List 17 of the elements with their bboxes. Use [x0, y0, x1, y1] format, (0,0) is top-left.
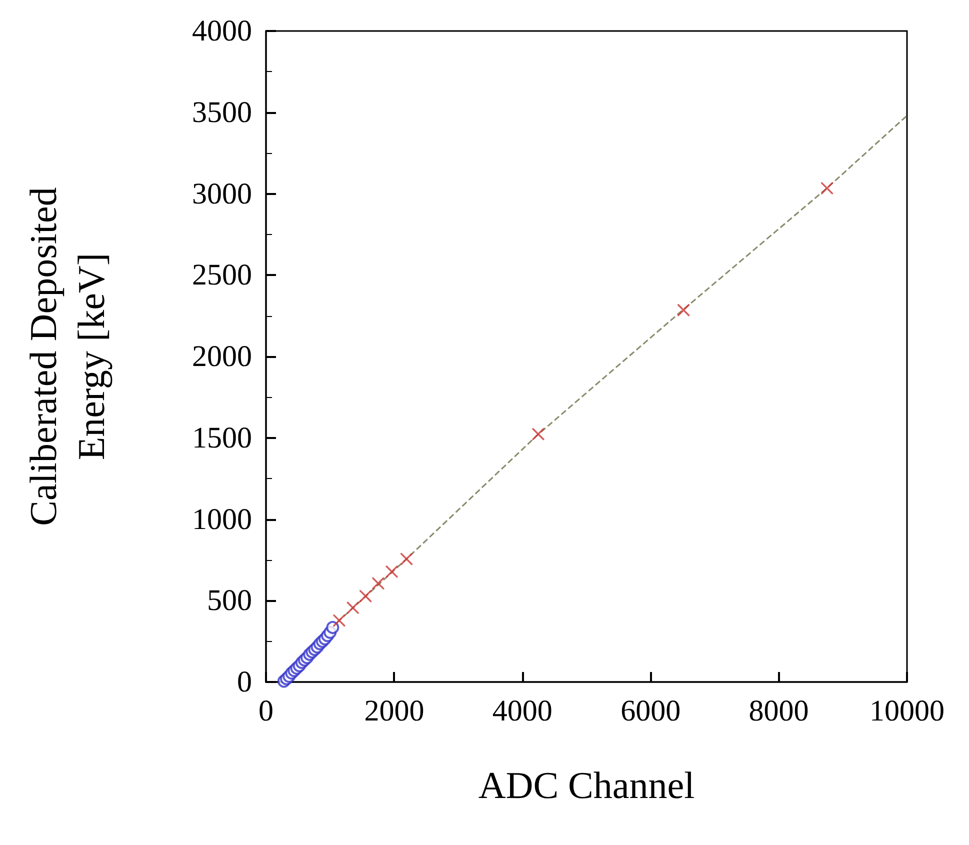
x-axis-title: ADC Channel	[478, 765, 695, 807]
y-tick-label: 2000	[192, 340, 252, 373]
y-tick-label: 2500	[192, 258, 252, 292]
y-tick-label: 1500	[192, 421, 252, 454]
x-tick-label: 6000	[620, 694, 681, 728]
y-tick-label: 3500	[192, 96, 252, 129]
x-tick-label: 0	[258, 694, 274, 728]
y-tick-label: 4000	[192, 14, 252, 48]
y-tick-label: 3000	[192, 177, 252, 210]
x-tick-label: 4000	[492, 694, 552, 728]
y-axis-title: Caliberated Deposited Energy [keV]	[23, 187, 113, 526]
x-tick-label: 10000	[870, 694, 944, 728]
x-tick-label: 8000	[748, 694, 809, 728]
y-tick-label: 1000	[192, 502, 252, 536]
x-tick-label: 2000	[364, 694, 424, 728]
y-tick-label: 500	[207, 584, 252, 618]
y-tick-label: 0	[237, 666, 252, 698]
